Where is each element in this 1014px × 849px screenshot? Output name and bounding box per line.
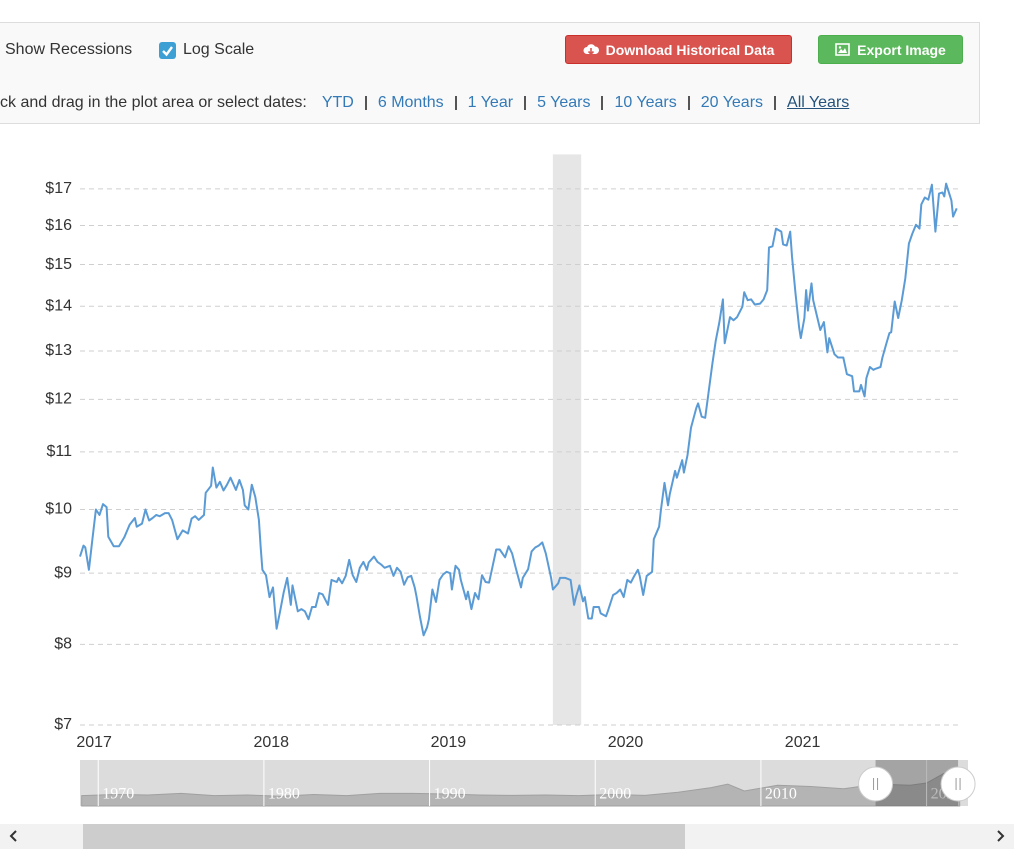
y-tick-label: $11 bbox=[46, 443, 72, 460]
controls-panel: Show Recessions Log Scale Download Histo… bbox=[0, 22, 980, 124]
x-tick-label: 2019 bbox=[431, 734, 467, 751]
x-tick-label: 2017 bbox=[76, 734, 112, 751]
navigator-area bbox=[81, 768, 961, 807]
separator bbox=[601, 96, 604, 110]
navigator-tick-label: 1990 bbox=[434, 786, 466, 803]
price-line bbox=[79, 182, 958, 637]
x-tick-label: 2021 bbox=[785, 734, 821, 751]
check-mark bbox=[162, 46, 173, 57]
log-scale-checkbox[interactable] bbox=[159, 42, 176, 59]
y-tick-label: $9 bbox=[54, 564, 72, 581]
range-prompt: ck and drag in the plot area or select d… bbox=[0, 94, 307, 111]
export-button[interactable]: Export Image bbox=[818, 35, 963, 64]
range-link[interactable]: 10 Years bbox=[614, 94, 677, 111]
plot-area: $7 $8 $9 $10 $11 $12 $13 $14 $15 $16 $17 2017 2018 20… bbox=[45, 154, 962, 751]
scroll-left[interactable] bbox=[9, 830, 17, 842]
y-tick-label: $17 bbox=[45, 180, 72, 197]
date-range-row: ck and drag in the plot area or select d… bbox=[0, 94, 849, 112]
scroll-right[interactable] bbox=[997, 830, 1005, 842]
separator bbox=[774, 96, 777, 110]
y-tick-label: $8 bbox=[54, 636, 72, 653]
y-tick-label: $16 bbox=[45, 217, 72, 234]
log-scale-label[interactable]: Log Scale bbox=[183, 41, 255, 58]
handle-knob bbox=[858, 766, 894, 802]
download-icon bbox=[583, 43, 599, 55]
download-button[interactable]: Download Historical Data bbox=[565, 35, 792, 64]
range-link[interactable]: All Years bbox=[787, 94, 850, 111]
handle-knob bbox=[940, 766, 976, 802]
navigator-tick-label: 2010 bbox=[765, 786, 797, 803]
navigator-tick-label: 1970 bbox=[102, 786, 134, 803]
navigator-tick-label: 1980 bbox=[268, 786, 300, 803]
navigator: 197019801990200020102020 bbox=[80, 760, 976, 807]
range-links: YTD 6 Months 1 Year 5 Years 10 Years 20 Years… bbox=[322, 94, 849, 112]
show-recessions-label[interactable]: Show Recessions bbox=[5, 41, 133, 58]
download-text: Download Historical Data bbox=[605, 41, 775, 58]
x-tick-label: 2018 bbox=[253, 734, 289, 751]
y-tick-label: $13 bbox=[45, 342, 72, 359]
separator bbox=[687, 96, 690, 110]
range-link[interactable]: 20 Years bbox=[700, 94, 764, 111]
x-tick-label: 2020 bbox=[608, 734, 644, 751]
navigator-tick-label: 2000 bbox=[599, 786, 631, 803]
export-text: Export Image bbox=[857, 41, 946, 58]
y-tick-label: $14 bbox=[45, 297, 72, 314]
image-icon bbox=[835, 43, 850, 56]
navigator-handle[interactable] bbox=[858, 766, 894, 802]
range-link[interactable]: YTD bbox=[321, 94, 354, 111]
y-tick-label: $12 bbox=[45, 391, 72, 408]
range-link[interactable]: 1 Year bbox=[467, 94, 514, 111]
y-tick-label: $7 bbox=[54, 716, 72, 733]
y-tick-label: $15 bbox=[45, 256, 72, 273]
recession-band bbox=[552, 154, 582, 725]
navigator-handle[interactable] bbox=[940, 766, 976, 802]
separator bbox=[364, 96, 367, 110]
y-tick-label: $10 bbox=[45, 501, 72, 518]
separator bbox=[454, 96, 457, 110]
separator bbox=[524, 96, 527, 110]
range-link[interactable]: 5 Years bbox=[537, 94, 591, 111]
scrollbar-thumb[interactable] bbox=[83, 824, 685, 849]
range-link[interactable]: 6 Months bbox=[377, 94, 444, 111]
